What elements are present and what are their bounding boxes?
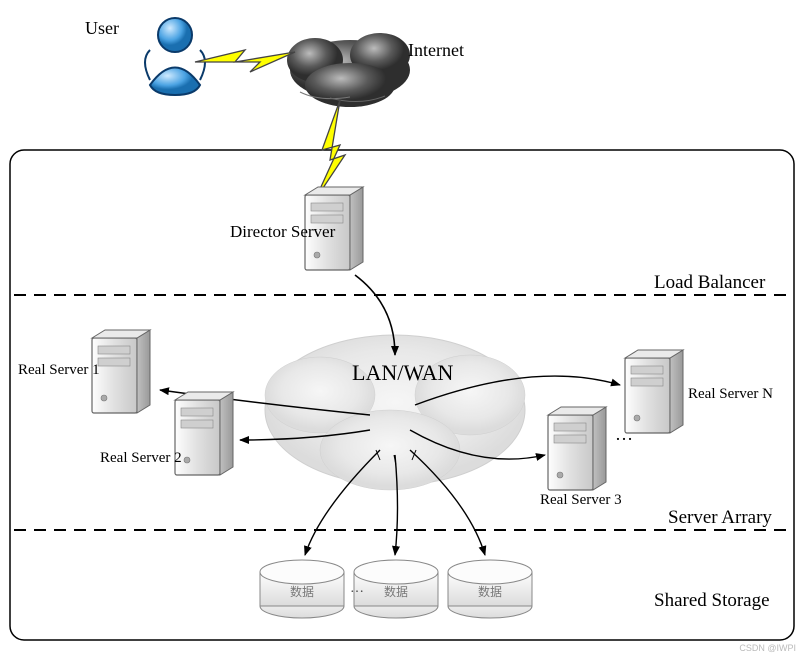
user-icon xyxy=(145,18,205,95)
disk-1-icon: 数据 xyxy=(260,560,344,618)
internet-label: Internet xyxy=(408,40,464,61)
real-server-2-icon xyxy=(175,392,233,475)
disk-2-icon: 数据 xyxy=(354,560,438,618)
user-label: User xyxy=(85,18,119,39)
real-server-3-icon xyxy=(548,407,606,490)
lightning-user-internet xyxy=(195,50,295,72)
section-shared-storage: Shared Storage xyxy=(654,590,770,612)
rs2-label: Real Server 2 xyxy=(100,450,182,467)
rsn-label: Real Server N xyxy=(688,386,773,403)
section-server-array: Server Arrary xyxy=(668,507,772,529)
lanwan-label: LAN/WAN xyxy=(352,360,453,386)
lanwan-cloud xyxy=(265,335,525,490)
disk-3-label: 数据 xyxy=(478,584,502,599)
rs3-label: Real Server 3 xyxy=(540,492,622,509)
watermark: CSDN @IWPI xyxy=(739,643,796,653)
rs1-label: Real Server 1 xyxy=(18,362,100,379)
network-diagram: … 数据 数据 … 数据 xyxy=(0,0,804,657)
section-load-balancer: Load Balancer xyxy=(654,272,765,294)
disk-1-label: 数据 xyxy=(290,584,314,599)
disk-3-icon: 数据 xyxy=(448,560,532,618)
internet-cloud xyxy=(287,33,410,107)
director-label: Director Server xyxy=(230,222,335,242)
disk-2-label: 数据 xyxy=(384,584,408,599)
real-server-n-icon xyxy=(625,350,683,433)
real-server-1-icon xyxy=(92,330,150,413)
disk-ellipsis: … xyxy=(350,581,364,596)
